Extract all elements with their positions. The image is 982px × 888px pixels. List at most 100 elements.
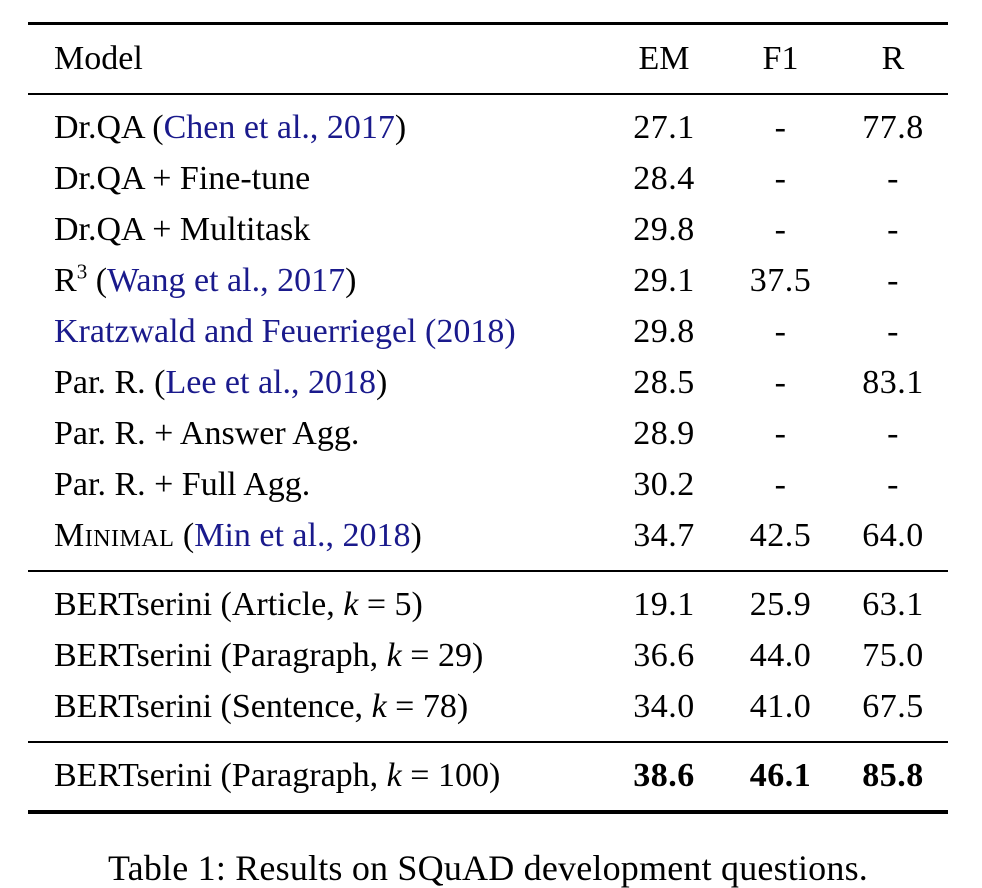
model-text: Dr.QA + Fine-tune <box>54 160 311 197</box>
model-cell: Kratzwald and Feuerriegel (2018) <box>28 306 605 357</box>
model-text: ) <box>410 517 422 554</box>
r-value: 75.0 <box>862 637 924 674</box>
table-row: Dr.QA (Chen et al., 2017) 27.1 - 77.8 <box>28 94 948 153</box>
table-section-bertserini-granularity: BERTserini (Article, k = 5) 19.1 25.9 63.1 B… <box>28 571 948 742</box>
f1-value: - <box>774 109 787 146</box>
em-value: 36.6 <box>633 637 695 674</box>
r-value: 77.8 <box>862 109 924 146</box>
em-value: 30.2 <box>633 466 695 503</box>
column-header-r: R <box>881 40 905 77</box>
model-text: ) <box>394 109 407 146</box>
em-value: 28.9 <box>633 415 695 452</box>
model-text: Minimal <box>54 517 175 554</box>
model-text: ( <box>174 517 195 554</box>
model-cell: Par. R. + Answer Agg. <box>28 408 605 459</box>
table-section-prior-work: Dr.QA (Chen et al., 2017) 27.1-77.8 Dr.QA … <box>28 94 948 571</box>
model-text: ) <box>375 364 388 401</box>
table-caption: Table 1: Results on SQuAD development qu… <box>107 848 868 888</box>
em-value: 19.1 <box>633 586 695 623</box>
table-row: R3 (Wang et al., 2017) 29.1 37.5 - <box>28 255 948 306</box>
em-value: 29.8 <box>633 313 695 350</box>
f1-value: 41.0 <box>749 688 812 725</box>
model-text: 3 <box>76 259 88 284</box>
r-value: - <box>887 211 899 248</box>
table-row: BERTserini (Article, k = 5) 19.1 25.9 63.1 <box>28 571 948 630</box>
model-cell: BERTserini (Paragraph, k = 100) <box>28 742 605 812</box>
model-text: R <box>54 262 77 299</box>
f1-value: - <box>774 313 787 350</box>
model-text: k <box>386 757 402 794</box>
model-cell: Par. R. + Full Agg. <box>28 459 605 510</box>
table-header-row: Model EM F1 R <box>28 24 948 95</box>
table-row: BERTserini (Paragraph, k = 29) 36.6 44.0 75… <box>28 630 948 681</box>
citation-link[interactable]: Lee et al., 2018 <box>165 364 376 401</box>
model-text: k <box>343 586 359 623</box>
model-text: BERTserini (Paragraph, <box>54 637 387 674</box>
model-text: Dr.QA + Multitask <box>54 211 311 248</box>
f1-value: - <box>774 415 787 452</box>
r-value: - <box>887 466 899 503</box>
f1-value: 25.9 <box>749 586 812 623</box>
table-row: Par. R. + Full Agg. 30.2 - - <box>28 459 948 510</box>
table-row: Minimal (Min et al., 2018) 34.7 42.5 64.0 <box>28 510 948 571</box>
r-value: 85.8 <box>862 757 924 794</box>
model-cell: BERTserini (Paragraph, k = 29) <box>28 630 605 681</box>
em-value: 38.6 <box>633 757 695 794</box>
f1-value: 46.1 <box>749 757 812 794</box>
column-header-model: Model <box>54 40 143 77</box>
model-cell: Dr.QA + Multitask <box>28 204 605 255</box>
r-value: 63.1 <box>862 586 924 623</box>
table-section-bertserini-best: BERTserini (Paragraph, k = 100) 38.6 46.1 8… <box>28 742 948 812</box>
table-row: Dr.QA + Fine-tune 28.4 - - <box>28 153 948 204</box>
citation-link[interactable]: Kratzwald and Feuerriegel (2018) <box>54 313 516 350</box>
model-text: = 78) <box>386 688 469 725</box>
em-value: 34.0 <box>633 688 695 725</box>
r-value: 83.1 <box>862 364 924 401</box>
r-value: - <box>887 262 899 299</box>
citation-link[interactable]: Wang et al., 2017 <box>107 262 346 299</box>
column-header-f1: F1 <box>762 40 799 77</box>
table-row: BERTserini (Sentence, k = 78) 34.0 41.0 67.… <box>28 681 948 742</box>
r-value: - <box>887 415 899 452</box>
em-value: 29.8 <box>633 211 695 248</box>
r-value: 67.5 <box>862 688 924 725</box>
table-row: Kratzwald and Feuerriegel (2018) 29.8 - - <box>28 306 948 357</box>
model-text: BERTserini (Sentence, <box>54 688 372 725</box>
f1-value: 37.5 <box>749 262 812 299</box>
model-text: ) <box>345 262 357 299</box>
model-text: Dr.QA ( <box>54 109 164 146</box>
em-value: 27.1 <box>633 109 695 146</box>
model-text: = 5) <box>358 586 423 623</box>
em-value: 29.1 <box>633 262 695 299</box>
model-text: ( <box>87 262 108 299</box>
model-cell: R3 (Wang et al., 2017) <box>28 255 605 306</box>
f1-value: 42.5 <box>749 517 812 554</box>
column-header-em: EM <box>638 40 690 77</box>
citation-link[interactable]: Min et al., 2018 <box>194 517 411 554</box>
model-cell: BERTserini (Sentence, k = 78) <box>28 681 605 742</box>
table-row: Par. R. (Lee et al., 2018) 28.5 - 83.1 <box>28 357 948 408</box>
f1-value: - <box>774 211 787 248</box>
results-table: Model EM F1 R Dr.QA (Chen et al., 2017) 2… <box>28 22 948 814</box>
f1-value: 44.0 <box>749 637 812 674</box>
table-row: Par. R. + Answer Agg. 28.9 - - <box>28 408 948 459</box>
model-text: BERTserini (Paragraph, <box>54 757 387 794</box>
model-text: Par. R. ( <box>54 364 166 401</box>
model-text: Par. R. + Answer Agg. <box>54 415 360 452</box>
table-header: Model EM F1 R <box>28 24 948 95</box>
f1-value: - <box>774 364 787 401</box>
model-text: k <box>386 637 402 674</box>
r-value: - <box>887 160 899 197</box>
model-text: = 29) <box>401 637 484 674</box>
f1-value: - <box>774 160 787 197</box>
table-row: Dr.QA + Multitask 29.8 - - <box>28 204 948 255</box>
model-text: BERTserini (Article, <box>54 586 344 623</box>
em-value: 34.7 <box>633 517 695 554</box>
model-cell: Dr.QA + Fine-tune <box>28 153 605 204</box>
model-cell: Par. R. (Lee et al., 2018) <box>28 357 605 408</box>
model-cell: Minimal (Min et al., 2018) <box>28 510 605 571</box>
table-row: BERTserini (Paragraph, k = 100) 38.6 46.1 8… <box>28 742 948 812</box>
em-value: 28.4 <box>633 160 695 197</box>
citation-link[interactable]: Chen et al., 2017 <box>163 109 395 146</box>
